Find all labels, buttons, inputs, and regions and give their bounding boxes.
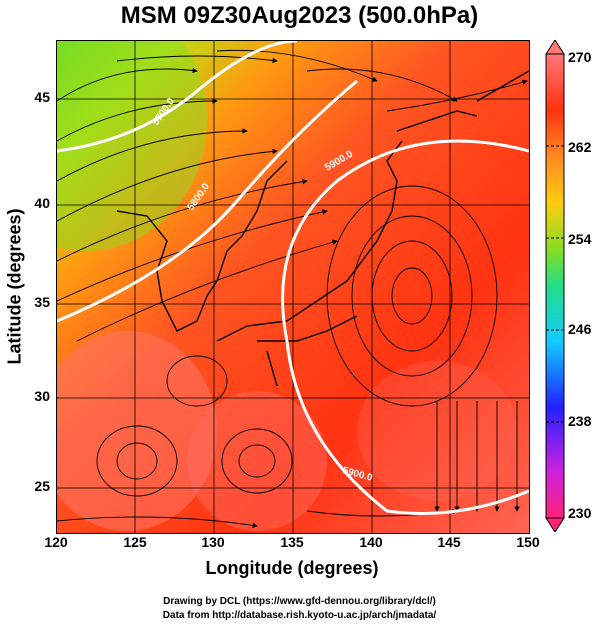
y-axis-label: Latitude (degrees) — [4, 208, 25, 365]
y-tick-label: 25 — [34, 478, 50, 494]
wind-streamlines — [57, 49, 528, 529]
lat-lon-grid — [57, 41, 529, 533]
map-panel: 5700.0 5800.0 5900.0 5900.0 — [56, 40, 530, 534]
x-tick-label: 145 — [437, 534, 461, 550]
x-tick-label: 150 — [516, 534, 540, 550]
colorbar-tick-label: 262 — [568, 139, 592, 155]
credit-line-drawing: Drawing by DCL (https://www.gfd-dennou.o… — [163, 596, 436, 607]
colorbar-tick-label: 238 — [568, 413, 592, 429]
x-axis-label: Longitude (degrees) — [205, 558, 379, 578]
credit-line-data: Data from http://database.rish.kyoto-u.a… — [162, 610, 437, 621]
x-tick-label: 125 — [123, 534, 147, 550]
y-tick-label: 45 — [34, 89, 50, 105]
y-tick-label: 40 — [34, 195, 50, 211]
coastlines — [116, 70, 529, 387]
x-tick-label: 135 — [280, 534, 304, 550]
y-tick-label: 35 — [34, 294, 50, 310]
x-tick-label: 140 — [359, 534, 383, 550]
map-title: MSM 09Z30Aug2023 (500.0hPa) — [120, 2, 479, 29]
colorbar-tick-label: 254 — [568, 231, 592, 247]
x-tick-label: 120 — [44, 534, 68, 550]
map-canvas: 5700.0 5800.0 5900.0 5900.0 — [57, 41, 529, 533]
colorbar-tick-label: 246 — [568, 321, 592, 337]
height-contours — [57, 41, 529, 515]
colorbar-tick-label: 230 — [568, 505, 592, 521]
y-tick-label: 30 — [34, 388, 50, 404]
x-tick-label: 130 — [201, 534, 225, 550]
colorbar-tick-label: 270 — [568, 49, 592, 65]
colorbar — [545, 40, 565, 532]
